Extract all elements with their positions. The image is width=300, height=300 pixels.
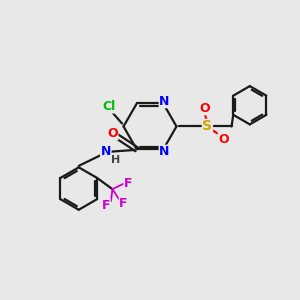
Text: N: N xyxy=(159,94,170,108)
Text: F: F xyxy=(102,199,110,212)
Text: H: H xyxy=(111,155,120,165)
Text: S: S xyxy=(202,119,212,134)
Text: N: N xyxy=(159,145,170,158)
Text: F: F xyxy=(124,177,133,190)
Text: O: O xyxy=(218,133,229,146)
Text: F: F xyxy=(119,197,128,210)
Text: O: O xyxy=(107,127,118,140)
Text: N: N xyxy=(100,145,111,158)
Text: O: O xyxy=(199,102,210,115)
Text: Cl: Cl xyxy=(102,100,116,113)
